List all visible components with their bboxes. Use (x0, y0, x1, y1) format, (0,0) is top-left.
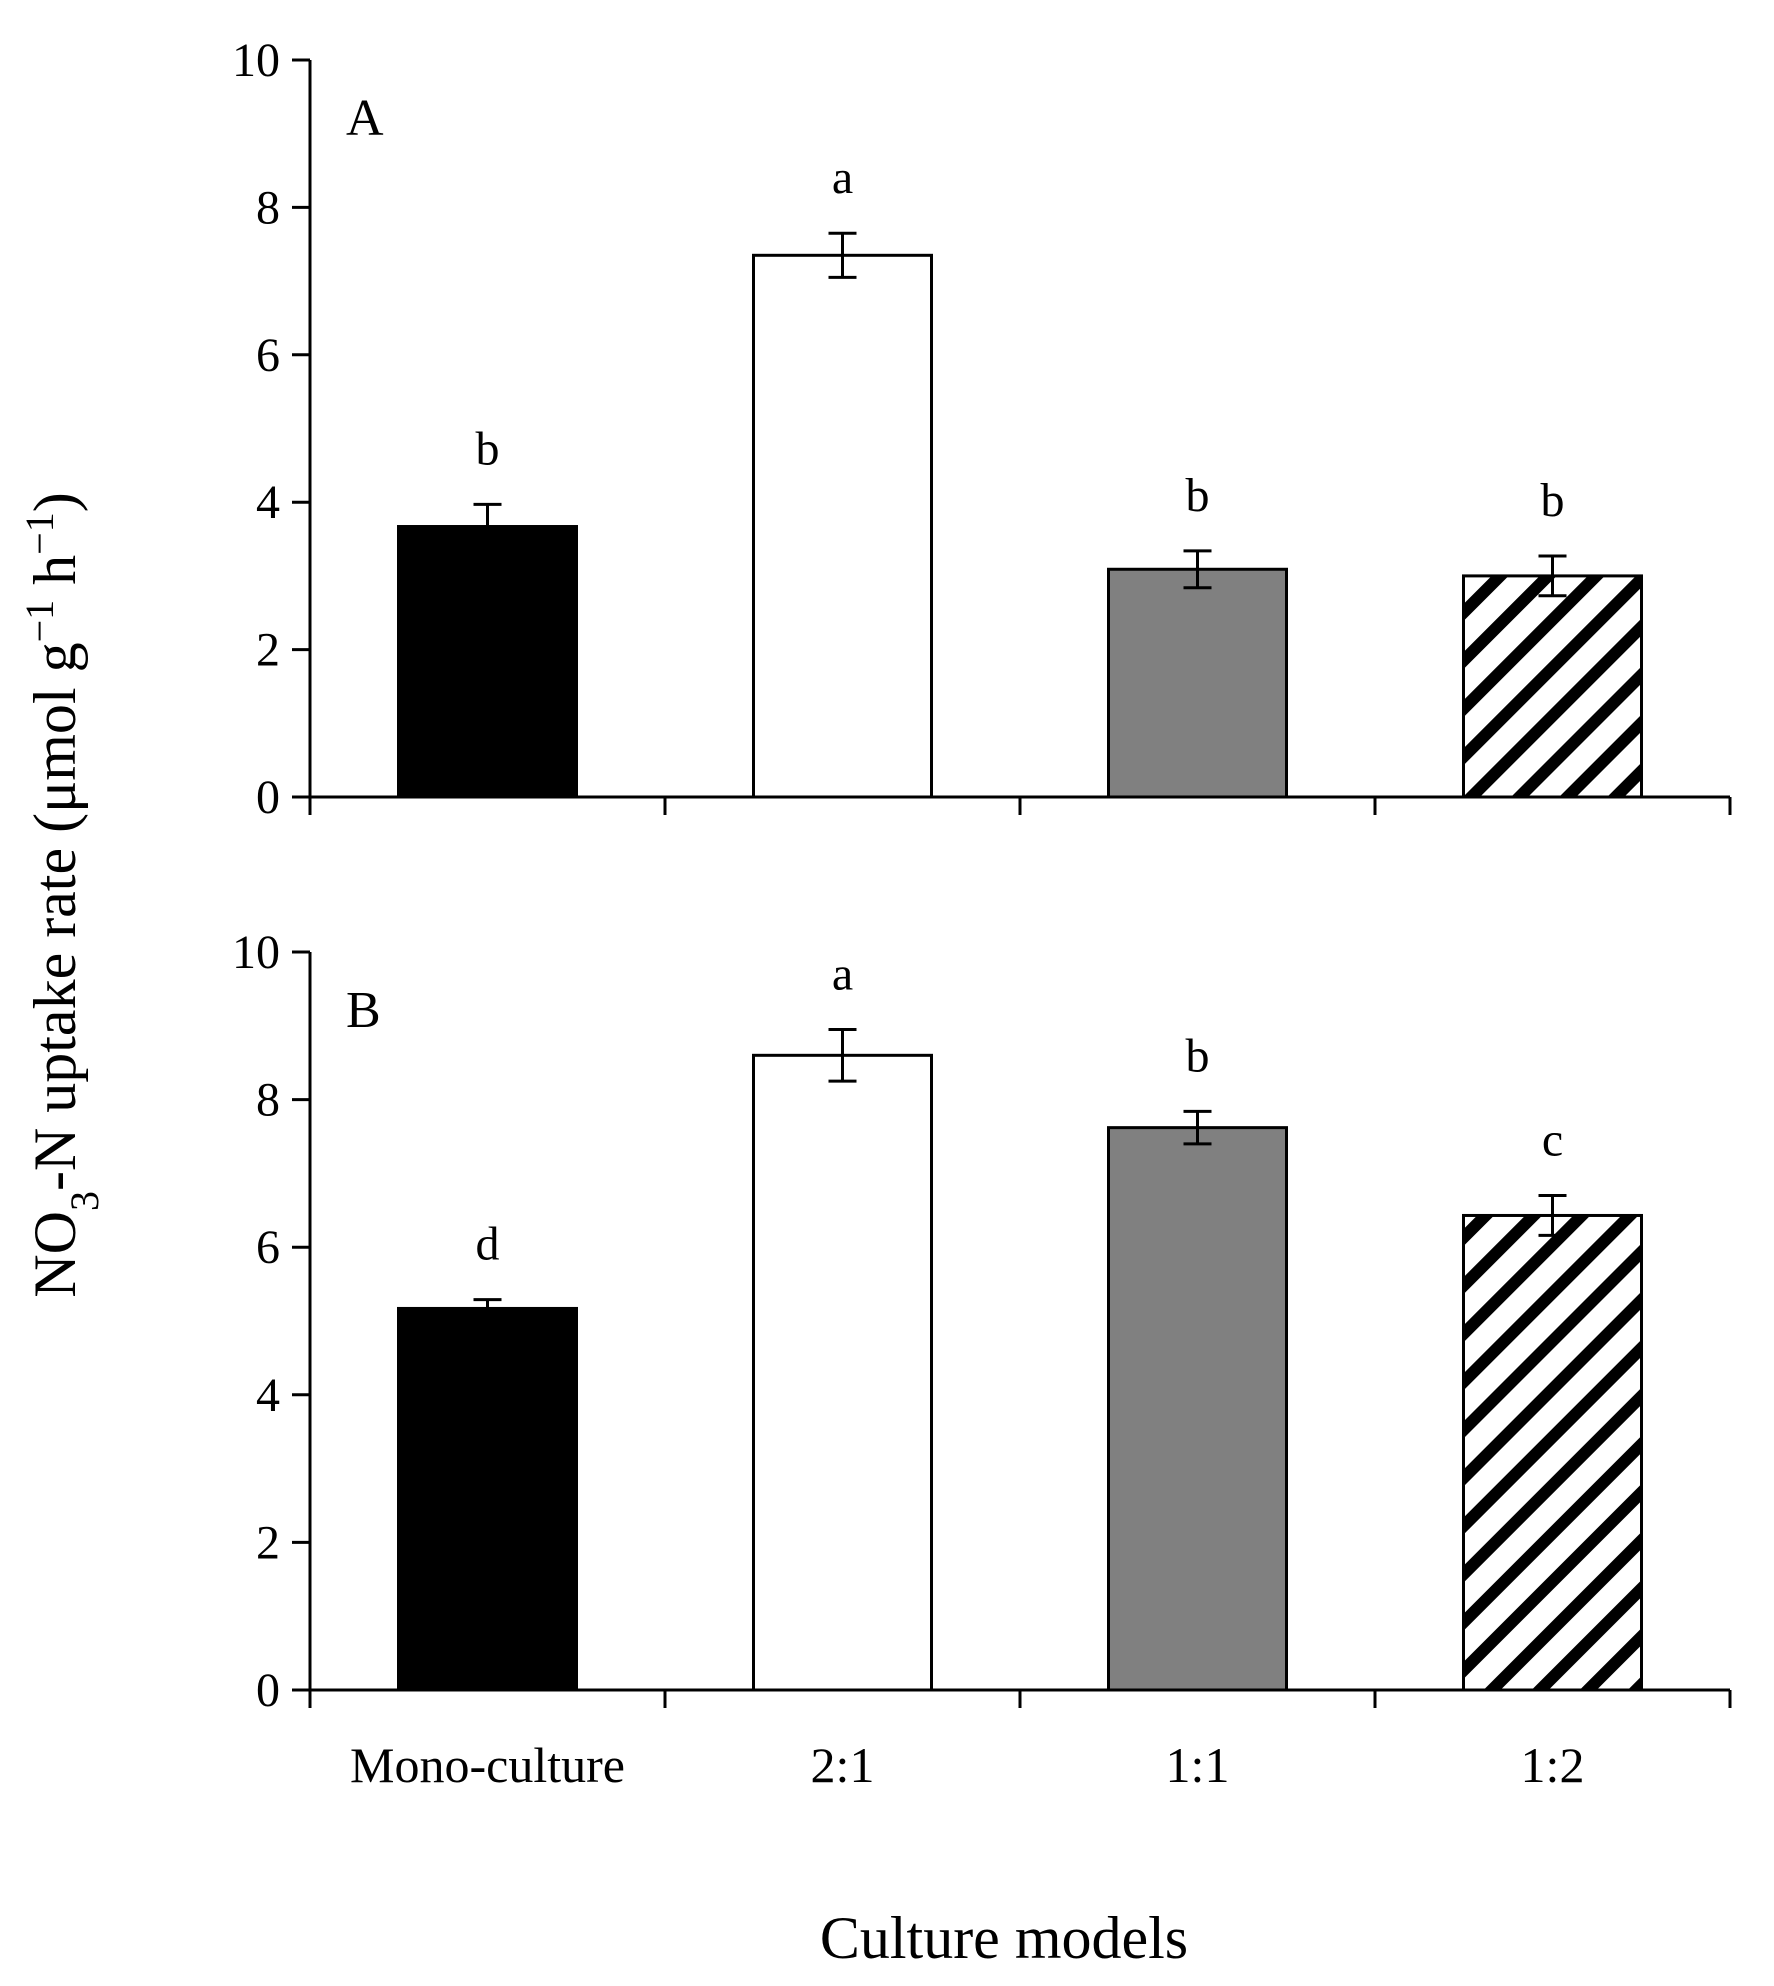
y-tick-label: 6 (256, 329, 280, 382)
panel-label: A (346, 90, 384, 147)
bar-1-1 (1107, 567, 1288, 799)
bar-2-1 (752, 1053, 933, 1692)
significance-letter: a (832, 151, 853, 204)
x-axis-title: Culture models (820, 1905, 1188, 1971)
y-tick-label: 4 (256, 1369, 280, 1422)
panel-label: B (346, 982, 381, 1039)
panels: 0 2 4 6 8 10 b a b b A 0 2 4 6 8 10 d a b c B Mono-culture 2:1 1… (232, 34, 1732, 1793)
y-tick-label: 2 (256, 1516, 280, 1569)
y-tick-label: 0 (256, 771, 280, 824)
x-category-label: 2:1 (811, 1737, 875, 1793)
y-tick-label: 2 (256, 624, 280, 677)
x-category-label: Mono-culture (350, 1737, 625, 1793)
bar-2-1 (752, 253, 933, 799)
bar-1-1 (1107, 1126, 1288, 1692)
significance-letter: b (1186, 469, 1210, 522)
bar-1-2 (1462, 574, 1643, 799)
panel-a: 0 2 4 6 8 10 b a b b A (232, 34, 1732, 824)
significance-letter: b (1186, 1029, 1210, 1082)
x-category-label: 1:2 (1521, 1737, 1585, 1793)
y-tick-label: 4 (256, 476, 280, 529)
bar-mono-culture (397, 1306, 578, 1692)
y-tick-label: 10 (232, 926, 280, 979)
y-axis-title: NO3-N uptake rate (μmol g−1 h−1) (17, 492, 107, 1297)
significance-letter: d (476, 1218, 500, 1271)
bar-mono-culture (397, 525, 578, 799)
significance-letter: b (476, 422, 500, 475)
x-category-label: 1:1 (1166, 1737, 1230, 1793)
y-tick-label: 6 (256, 1221, 280, 1274)
significance-letter: a (832, 947, 853, 1000)
y-tick-label: 8 (256, 1074, 280, 1127)
significance-letter: b (1541, 474, 1565, 527)
bar-1-2 (1462, 1213, 1643, 1692)
y-tick-label: 10 (232, 34, 280, 87)
significance-letter: c (1542, 1114, 1563, 1167)
y-tick-label: 0 (256, 1664, 280, 1717)
panel-b: 0 2 4 6 8 10 d a b c B Mono-culture 2:1 1:1 1:2 (232, 926, 1732, 1793)
y-tick-label: 8 (256, 181, 280, 234)
